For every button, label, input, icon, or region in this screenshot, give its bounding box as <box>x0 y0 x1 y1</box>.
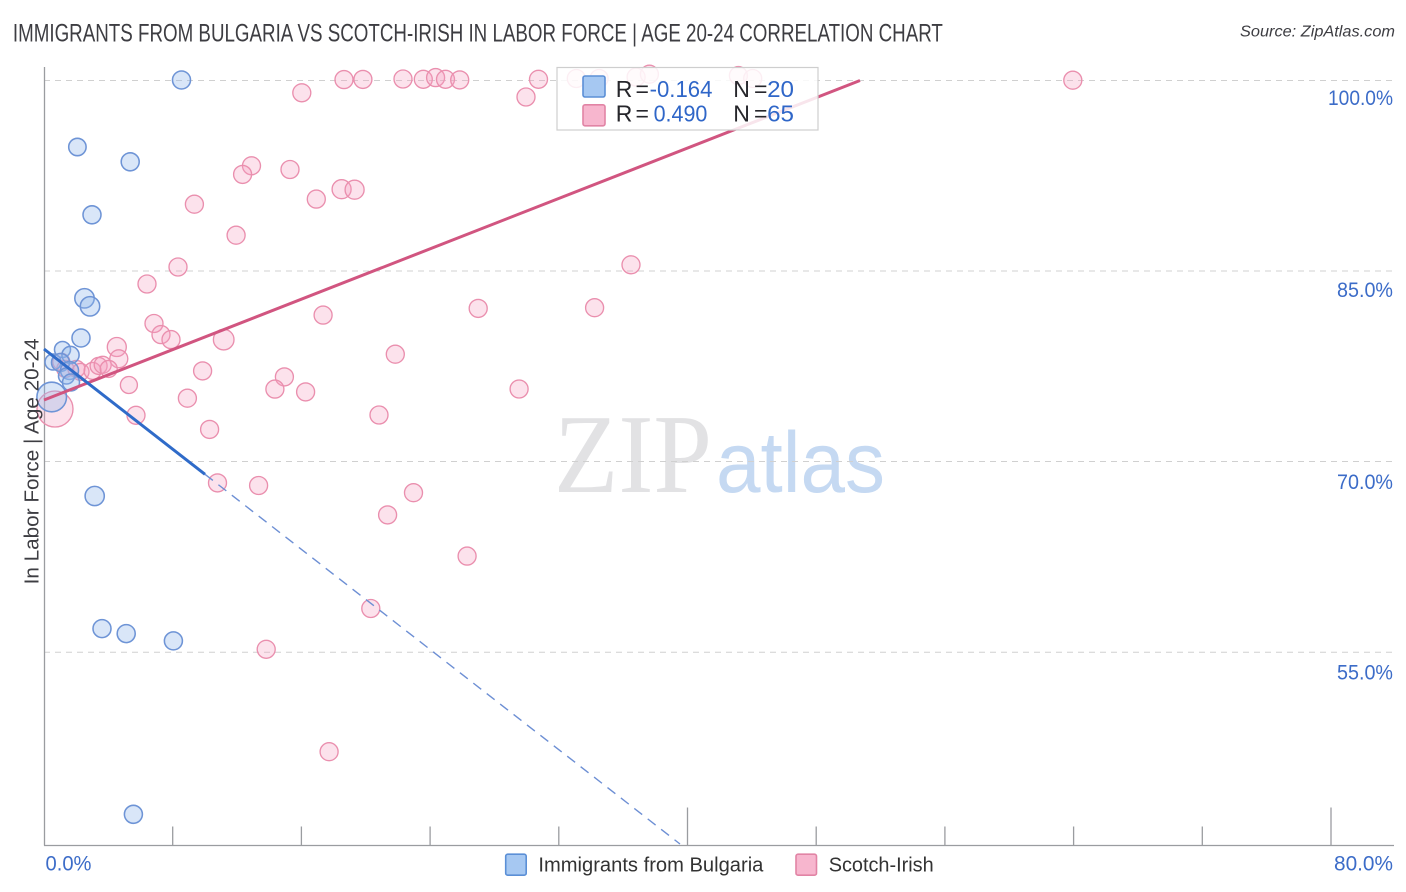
svg-text:55.0%: 55.0% <box>1337 661 1393 685</box>
svg-text:N: N <box>733 101 750 127</box>
svg-text:atlas: atlas <box>716 415 885 511</box>
svg-text:R: R <box>616 76 633 102</box>
svg-text:100.0%: 100.0% <box>1328 86 1393 110</box>
svg-text:Immigrants from Bulgaria: Immigrants from Bulgaria <box>538 855 764 877</box>
svg-text:In Labor Force | Age 20-24: In Labor Force | Age 20-24 <box>21 338 44 584</box>
svg-text:=: = <box>754 101 767 127</box>
svg-text:80.0%: 80.0% <box>1334 852 1393 876</box>
svg-text:N: N <box>733 76 750 102</box>
svg-text:=: = <box>636 101 649 127</box>
svg-text:-0.164: -0.164 <box>650 76 713 102</box>
svg-text:Scotch-Irish: Scotch-Irish <box>829 855 934 877</box>
svg-text:85.0%: 85.0% <box>1337 278 1393 302</box>
svg-text:0.490: 0.490 <box>654 101 708 127</box>
svg-text:=: = <box>754 76 767 102</box>
svg-text:ZIP: ZIP <box>554 393 712 517</box>
svg-text:20: 20 <box>767 76 794 102</box>
svg-text:=: = <box>636 76 649 102</box>
svg-text:Source: ZipAtlas.com: Source: ZipAtlas.com <box>1240 24 1395 41</box>
svg-text:IMMIGRANTS FROM BULGARIA VS SC: IMMIGRANTS FROM BULGARIA VS SCOTCH-IRISH… <box>13 20 943 48</box>
svg-text:0.0%: 0.0% <box>46 852 92 876</box>
svg-text:R: R <box>616 101 633 127</box>
svg-text:70.0%: 70.0% <box>1337 470 1393 494</box>
svg-text:65: 65 <box>767 101 794 127</box>
